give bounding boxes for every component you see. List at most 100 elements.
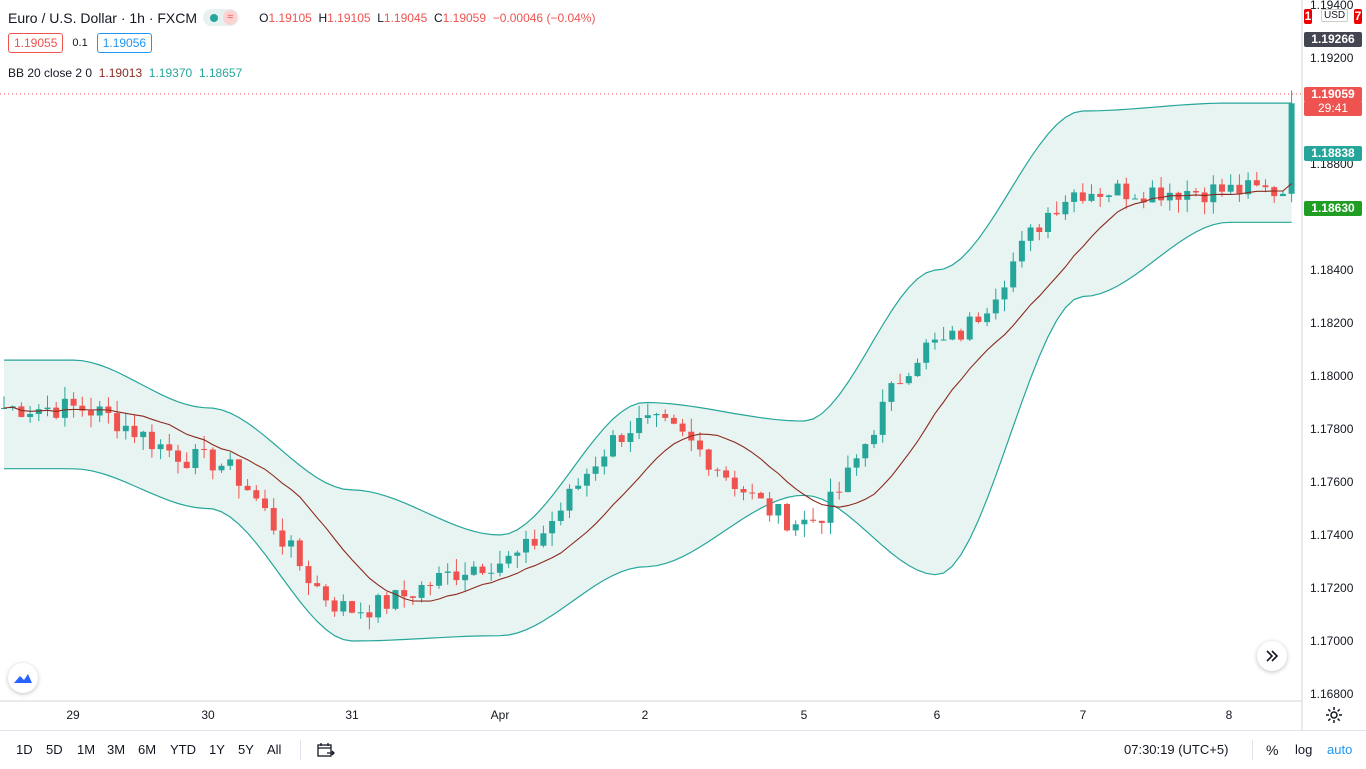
candle-body xyxy=(723,470,730,478)
timeframe-5y[interactable]: 5Y xyxy=(238,742,254,757)
candle-body xyxy=(592,466,599,474)
bollinger-basis-line xyxy=(3,183,1292,602)
candle-body xyxy=(575,485,582,489)
countdown-tag: 29:41 xyxy=(1304,101,1362,116)
candle-body xyxy=(1053,212,1060,215)
candle-body xyxy=(1,408,7,409)
candle-body xyxy=(418,585,425,598)
candle-body xyxy=(218,465,225,471)
candle-body xyxy=(914,362,921,377)
candle-body xyxy=(818,520,825,523)
candle-body xyxy=(1288,103,1295,194)
candle-body xyxy=(566,488,573,511)
percent-scale-toggle[interactable]: % xyxy=(1266,742,1279,758)
price-tag-upper-band: 1.18838 xyxy=(1304,146,1362,161)
timeframe-3m[interactable]: 3M xyxy=(107,742,126,757)
auto-scale-toggle[interactable]: auto xyxy=(1327,742,1353,757)
candle-body xyxy=(627,433,634,442)
time-tick-label: 31 xyxy=(345,708,359,722)
clock-timezone[interactable]: 07:30:19 (UTC+5) xyxy=(1124,742,1229,757)
ohlc-values: O1.19105 H1.19105 L1.19045 C1.19059 −0.0… xyxy=(259,11,595,25)
candle-body xyxy=(1105,195,1112,197)
candle-body xyxy=(436,573,442,586)
indicator-upper-value: 1.19370 xyxy=(148,66,193,80)
price-tick-label: 1.18400 xyxy=(1310,263,1354,277)
bollinger-lower-line xyxy=(4,221,1292,642)
candle-body xyxy=(322,586,329,601)
symbol-title[interactable]: Euro / U.S. Dollar · 1h · FXCM xyxy=(8,9,198,26)
bollinger-band-fill xyxy=(4,103,1292,642)
calendar-arrow-icon xyxy=(317,743,335,757)
indicator-lower-value: 1.18657 xyxy=(198,66,243,80)
candle-body xyxy=(801,519,808,525)
price-tag-lower-band: 1.18630 xyxy=(1304,201,1362,216)
tradingview-logo-button[interactable] xyxy=(8,663,38,693)
candle-body xyxy=(731,477,738,489)
time-tick-label: 6 xyxy=(934,708,941,722)
price-tick-label: 1.17600 xyxy=(1310,475,1354,489)
candle-body xyxy=(766,498,773,516)
time-tick-label: 7 xyxy=(1080,708,1087,722)
timeframe-1d[interactable]: 1D xyxy=(16,742,33,757)
candle-body xyxy=(1071,192,1078,202)
candle-body xyxy=(244,485,251,491)
candle-body xyxy=(340,601,347,612)
candle-body xyxy=(227,459,234,466)
candle-body xyxy=(992,299,999,314)
log-scale-toggle[interactable]: log xyxy=(1295,742,1313,757)
indicator-basis-value: 1.19013 xyxy=(98,66,143,80)
candle-body xyxy=(836,491,843,493)
indicator-legend[interactable]: BB 20 close 2 0 1.19013 1.19370 1.18657 xyxy=(8,66,242,80)
candle-body xyxy=(775,504,782,516)
timeframe-all[interactable]: All xyxy=(267,742,282,757)
date-range-button[interactable] xyxy=(317,742,335,763)
candle-body xyxy=(175,450,181,462)
market-status-pill[interactable]: ≈ xyxy=(203,9,240,26)
price-tick-label: 1.19200 xyxy=(1310,51,1354,65)
candle-body xyxy=(375,595,382,618)
candle-body xyxy=(96,406,103,416)
change-value: −0.00046 (−0.04%) xyxy=(492,10,596,25)
candle-body xyxy=(427,585,434,586)
high-value: 1.19105 xyxy=(327,10,371,25)
scroll-to-latest-button[interactable] xyxy=(1257,641,1287,671)
candle-body xyxy=(35,409,42,414)
timeframe-ytd[interactable]: YTD xyxy=(170,742,196,757)
high-label: H xyxy=(318,10,328,25)
timeframe-1m[interactable]: 1M xyxy=(77,742,96,757)
price-tick-label: 1.16800 xyxy=(1310,687,1354,701)
currency-badge[interactable]: USD xyxy=(1321,9,1349,22)
candle-body xyxy=(810,519,817,521)
candle-body xyxy=(357,612,364,614)
timeframe-5d[interactable]: 5D xyxy=(46,742,63,757)
candle-body xyxy=(166,444,173,451)
candle-body xyxy=(114,413,121,432)
buy-button[interactable]: 1.19056 xyxy=(96,33,153,53)
symbol-header: Euro / U.S. Dollar · 1h · FXCM ≈ O1.1910… xyxy=(8,9,595,26)
candle-body xyxy=(827,491,834,523)
candle-body xyxy=(879,401,886,435)
candle-body xyxy=(505,555,512,564)
candle-body xyxy=(618,435,625,442)
bollinger-upper-line xyxy=(4,102,1292,536)
timeframe-6m[interactable]: 6M xyxy=(138,742,157,757)
candle-body xyxy=(862,444,869,459)
toolbar-divider-right xyxy=(1252,740,1253,760)
sell-button[interactable]: 1.19055 xyxy=(8,33,64,53)
candle-body xyxy=(975,316,982,322)
candle-body xyxy=(157,444,164,450)
candle-body xyxy=(479,566,486,574)
settings-gear-button[interactable] xyxy=(1325,706,1343,729)
candle-body xyxy=(270,508,277,531)
candle-body xyxy=(1140,198,1147,203)
candle-body xyxy=(784,504,790,531)
candle-body xyxy=(966,316,973,340)
price-tick-label: 1.17400 xyxy=(1310,528,1354,542)
candle-body xyxy=(549,521,556,534)
timeframe-1y[interactable]: 1Y xyxy=(209,742,225,757)
price-tag-high: 1.19266 xyxy=(1304,32,1362,47)
candle-body xyxy=(1123,183,1130,200)
candle-body xyxy=(1027,227,1034,241)
candle-body xyxy=(1253,180,1260,186)
